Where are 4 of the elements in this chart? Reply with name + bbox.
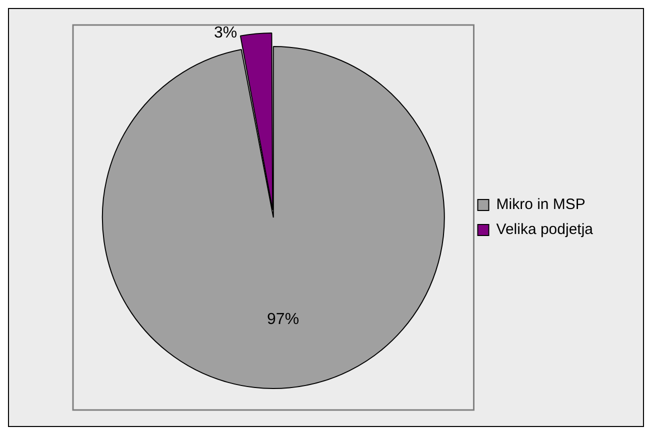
legend-label: Velika podjetja xyxy=(496,221,594,238)
data-label: 3% xyxy=(214,24,238,42)
legend-label: Mikro in MSP xyxy=(496,196,586,214)
data-label: 97% xyxy=(267,311,300,328)
